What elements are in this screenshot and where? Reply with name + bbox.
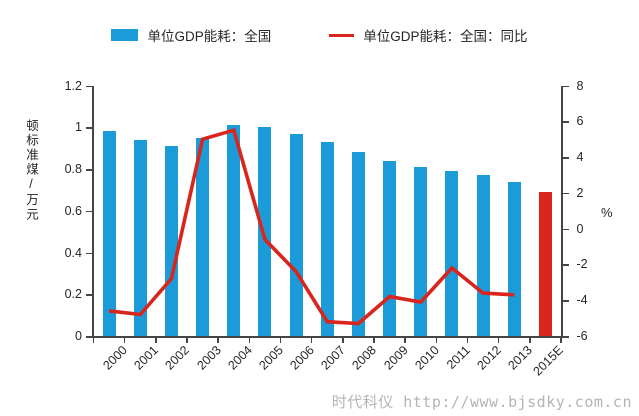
y-axis-left-tick-label: 0.2 bbox=[64, 287, 82, 302]
x-axis-tick bbox=[404, 337, 406, 343]
bar-2007 bbox=[320, 141, 334, 336]
legend-item-bar: 单位GDP能耗：全国 bbox=[111, 25, 271, 45]
y-axis-left-tick bbox=[86, 294, 92, 296]
bar-2008 bbox=[351, 152, 365, 336]
line-series-label: 单位GDP能耗：全国：同比 bbox=[363, 29, 528, 44]
x-axis bbox=[92, 336, 563, 338]
bar-2005 bbox=[258, 127, 272, 336]
y-axis-left-tick-label: 0.4 bbox=[64, 245, 82, 260]
x-axis-tick bbox=[92, 337, 95, 343]
x-axis-tick bbox=[342, 337, 344, 343]
y-axis-left-tick-label: 1 bbox=[75, 120, 82, 135]
y-axis-right-tick bbox=[562, 121, 569, 123]
bar-series-swatch bbox=[111, 29, 139, 41]
y-axis-right-tick-label: 2 bbox=[576, 185, 584, 200]
y-axis-left-tick bbox=[86, 169, 92, 171]
y-axis-right-tick bbox=[562, 157, 569, 159]
y-axis-left-tick-label: 0.6 bbox=[64, 203, 82, 218]
legend: 单位GDP能耗：全国 单位GDP能耗：全国：同比 bbox=[0, 25, 639, 45]
y-axis-right-tick-label: -2 bbox=[576, 257, 588, 272]
bar-2000 bbox=[102, 131, 116, 336]
y-axis-right-tick bbox=[562, 300, 569, 302]
bar-2004 bbox=[227, 125, 241, 336]
x-axis-tick bbox=[373, 337, 375, 343]
bar-2015E bbox=[538, 191, 552, 336]
y-axis-left bbox=[92, 85, 94, 338]
y-axis-right bbox=[561, 85, 563, 338]
x-axis-tick bbox=[186, 337, 188, 343]
y-axis-right-tick-label: 0 bbox=[576, 221, 584, 236]
y-axis-right-tick bbox=[562, 336, 569, 338]
x-axis-tick bbox=[497, 337, 500, 343]
bar-2011 bbox=[445, 171, 459, 336]
y-axis-right-tick-label: -4 bbox=[576, 293, 588, 308]
x-axis-tick bbox=[248, 337, 251, 343]
y-axis-right-tick bbox=[562, 264, 569, 266]
x-axis-tick bbox=[435, 337, 438, 343]
right-axis-title: % bbox=[601, 205, 613, 220]
y-axis-right-tick bbox=[562, 192, 569, 195]
y-axis-right-tick-label: 4 bbox=[576, 150, 584, 165]
bar-2006 bbox=[289, 133, 303, 336]
x-axis-tick bbox=[155, 337, 157, 343]
y-axis-left-tick bbox=[86, 127, 92, 129]
y-axis-left-tick-label: 0.8 bbox=[64, 162, 82, 176]
y-axis-right-tick bbox=[562, 228, 569, 231]
x-axis-tick bbox=[123, 337, 126, 343]
y-axis-left-tick bbox=[86, 210, 92, 213]
legend-item-line: 单位GDP能耗：全国：同比 bbox=[329, 25, 528, 45]
y-axis-right-tick-label: 8 bbox=[576, 78, 584, 93]
watermark: 时代科仪 http://www.bjsdky.com.cn bbox=[331, 393, 632, 411]
y-axis-right-tick bbox=[562, 85, 569, 87]
bar-2013 bbox=[507, 181, 521, 336]
y-axis-right-tick-label: -6 bbox=[576, 329, 588, 343]
bar-2012 bbox=[476, 175, 490, 336]
y-axis-left-tick-label: 1.2 bbox=[64, 78, 82, 93]
bar-2009 bbox=[383, 160, 397, 336]
bar-series-label: 单位GDP能耗：全国 bbox=[147, 29, 272, 44]
left-axis-title: 顿标准煤/万元 bbox=[24, 118, 38, 222]
x-axis-tick bbox=[560, 337, 562, 343]
bar-2002 bbox=[164, 146, 178, 336]
y-axis-right-tick-label: 6 bbox=[576, 114, 584, 129]
bar-2010 bbox=[414, 166, 428, 336]
x-axis-tick bbox=[217, 337, 219, 343]
x-axis-tick bbox=[466, 337, 469, 343]
bar-2001 bbox=[133, 139, 147, 336]
y-axis-left-tick bbox=[86, 85, 92, 87]
y-axis-left-tick bbox=[86, 336, 92, 338]
y-axis-left-tick bbox=[86, 252, 92, 254]
x-axis-tick bbox=[529, 337, 531, 343]
x-axis-tick bbox=[279, 337, 282, 343]
y-axis-left-tick-label: 0 bbox=[75, 329, 82, 343]
line-series-swatch bbox=[329, 33, 355, 37]
x-axis-tick bbox=[310, 337, 313, 343]
bar-2003 bbox=[196, 137, 210, 336]
